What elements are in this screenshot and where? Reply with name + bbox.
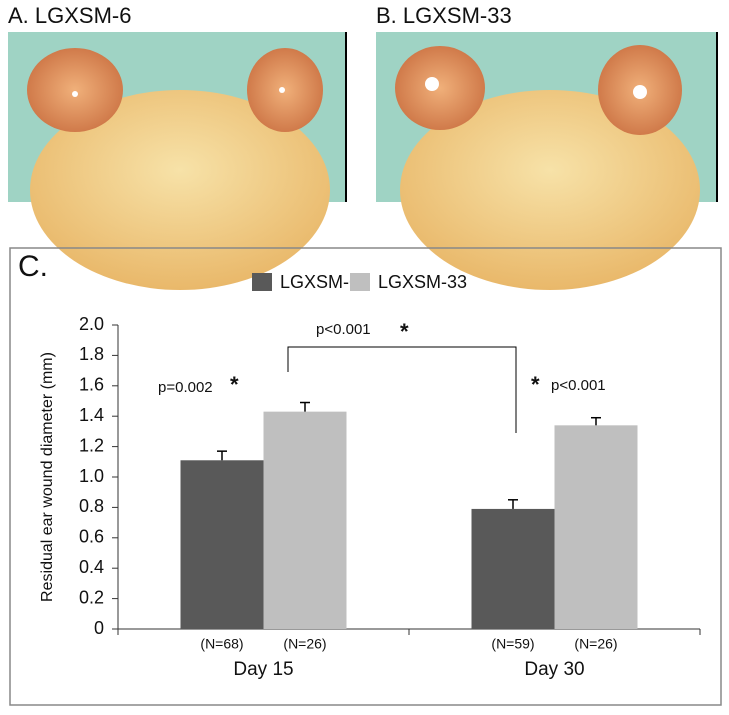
chart-frame (9, 247, 722, 706)
photo (376, 32, 718, 290)
annotation: * (531, 372, 540, 397)
x-tick-label: Day 15 (233, 659, 293, 680)
panel-label: C. (18, 250, 48, 283)
y-tick-label: 0.2 (79, 587, 104, 607)
annotation: p<0.001 (551, 377, 606, 394)
y-tick-label: 1.6 (79, 375, 104, 395)
legend-swatch (350, 273, 370, 291)
annotation: * (400, 319, 409, 344)
bracket (287, 346, 517, 433)
y-tick-label: 1.0 (79, 466, 104, 486)
y-tick-label: 1.8 (79, 344, 104, 364)
bar (554, 425, 638, 629)
y-tick-label: 0.4 (79, 557, 104, 577)
n-label: (N=26) (574, 636, 617, 652)
n-label: (N=59) (491, 636, 534, 652)
legend-swatch (252, 273, 272, 291)
photo (8, 32, 347, 290)
bar (471, 508, 555, 629)
panel-label: B. LGXSM-33 (376, 3, 512, 28)
x-tick-label: Day 30 (524, 659, 584, 680)
y-tick-label: 0.6 (79, 527, 104, 547)
y-axis-label: Residual ear wound diameter (mm) (39, 352, 56, 602)
y-tick-label: 0 (94, 618, 104, 638)
bar (263, 411, 347, 629)
annotation: * (230, 372, 239, 397)
y-tick-label: 1.2 (79, 435, 104, 455)
n-label: (N=68) (200, 636, 243, 652)
annotation: p<0.001 (316, 321, 371, 338)
legend-label: LGXSM-33 (378, 272, 467, 292)
y-tick-label: 1.4 (79, 405, 104, 425)
y-tick-label: 2.0 (79, 314, 104, 334)
panel-label: A. LGXSM-6 (8, 3, 131, 28)
y-tick-label: 0.8 (79, 496, 104, 516)
bar (180, 460, 264, 629)
annotation: p=0.002 (158, 379, 213, 396)
n-label: (N=26) (283, 636, 326, 652)
legend-label: LGXSM-6 (280, 272, 359, 292)
